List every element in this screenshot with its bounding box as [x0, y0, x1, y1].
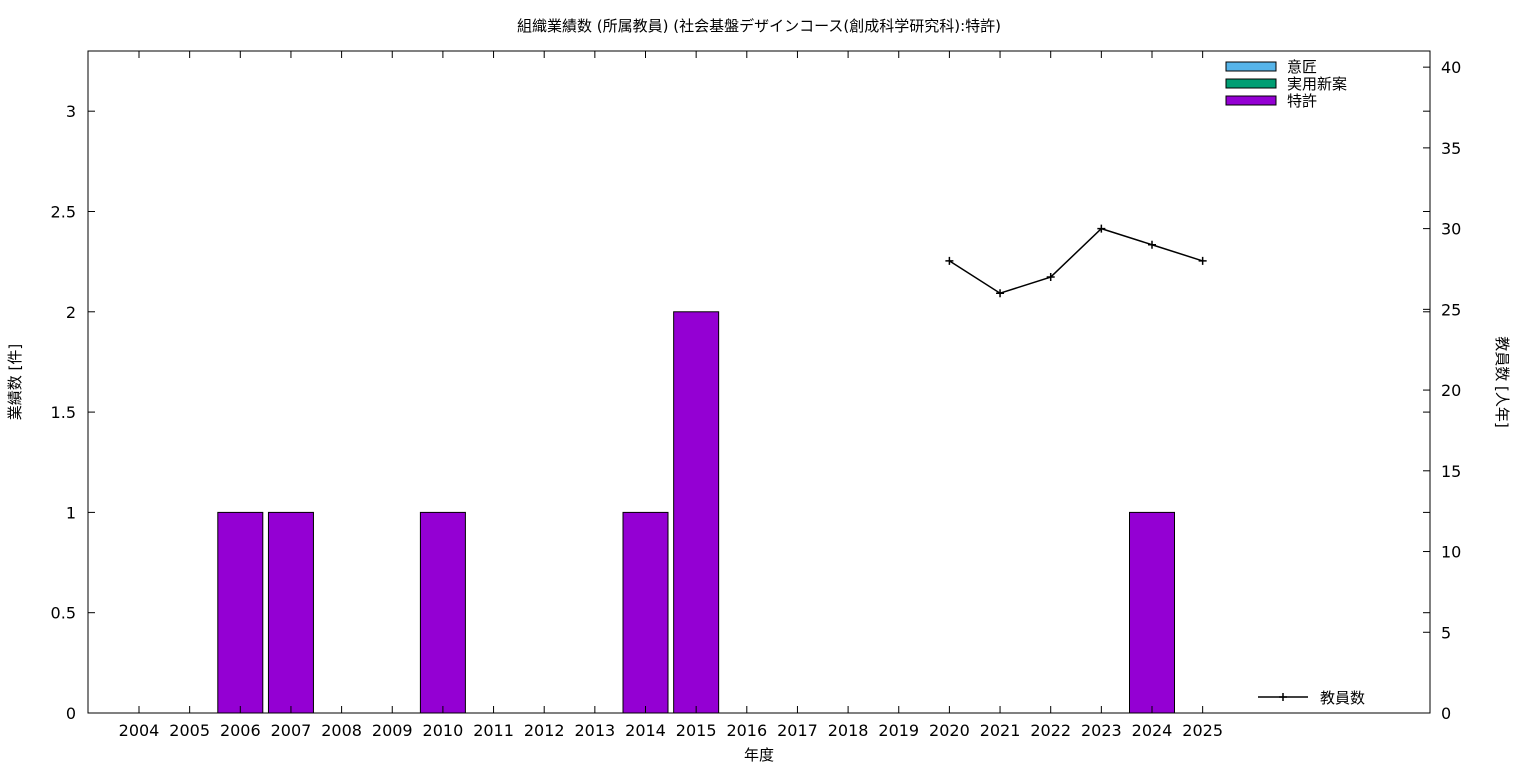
x-tick-label: 2009	[372, 721, 413, 740]
faculty-point	[1148, 240, 1156, 249]
y-tick-label: 0.5	[51, 604, 76, 623]
legend-label: 実用新案	[1287, 75, 1347, 93]
chart-title: 組織業績数 (所属教員) (社会基盤デザインコース(創成科学研究科):特許)	[517, 17, 1001, 35]
y2-tick-label: 25	[1441, 300, 1461, 319]
bar	[419, 511, 466, 714]
line-legend: 教員数	[1258, 689, 1365, 707]
x-tick-label: 2006	[220, 721, 261, 740]
x-tick-label: 2013	[574, 721, 615, 740]
x-tick-label: 2021	[980, 721, 1021, 740]
x-tick-label: 2015	[676, 721, 717, 740]
y-tick-label: 3	[66, 102, 76, 121]
bar	[217, 511, 264, 714]
bar	[1129, 511, 1175, 714]
y-tick-label: 2	[66, 303, 76, 322]
y2-axis-ticks: 0 5 10 15 20 25 30 35 40	[1423, 58, 1461, 723]
x-tick-label: 2004	[119, 721, 160, 740]
faculty-point	[1198, 256, 1207, 265]
x-tick-label: 2017	[777, 721, 818, 740]
y-tick-label: 0	[66, 704, 76, 723]
x-tick-label: 2024	[1132, 721, 1173, 740]
y2-tick-label: 30	[1441, 220, 1461, 239]
y-tick-label: 2.5	[51, 202, 76, 221]
bar	[622, 511, 669, 714]
y2-axis-title: 教員数 [人年]	[1493, 336, 1511, 427]
x-tick-label: 2022	[1030, 721, 1071, 740]
x-tick-label: 2018	[828, 721, 869, 740]
x-tick-label: 2025	[1182, 721, 1223, 740]
y2-tick-label: 40	[1441, 58, 1461, 77]
faculty-line-path	[948, 227, 1203, 295]
x-tick-label: 2008	[321, 721, 362, 740]
legend-swatch	[1225, 95, 1277, 106]
x-tick-label: 2010	[423, 721, 464, 740]
line-legend-marker	[1279, 693, 1287, 701]
bars	[217, 311, 1175, 714]
x-tick-label: 2020	[929, 721, 970, 740]
x-tick-label: 2011	[473, 721, 514, 740]
plot-area	[87, 50, 1431, 714]
y2-tick-label: 5	[1441, 623, 1451, 642]
y-axis-ticks: 0 0.5 1 1.5 2 2.5 3	[51, 102, 1430, 723]
legend-swatch	[1225, 61, 1277, 72]
x-tick-label: 2014	[625, 721, 666, 740]
y2-tick-label: 20	[1441, 381, 1461, 400]
faculty-point	[1046, 273, 1055, 282]
legend-label: 特許	[1287, 92, 1317, 110]
bar	[673, 311, 720, 714]
line-legend-label: 教員数	[1320, 689, 1365, 707]
y-tick-label: 1.5	[51, 403, 76, 422]
legend-swatch	[1225, 78, 1277, 89]
x-tick-label: 2023	[1081, 721, 1122, 740]
x-axis-title: 年度	[744, 746, 774, 764]
y2-tick-label: 10	[1441, 543, 1461, 562]
y2-tick-label: 15	[1441, 462, 1461, 481]
y2-tick-label: 0	[1441, 704, 1451, 723]
faculty-point	[945, 256, 954, 265]
x-axis-ticks: 2004 2005 2006 2007 2008 2009 2010 2011 2012 2013…	[119, 51, 1223, 740]
legend-label: 意匠	[1287, 58, 1317, 76]
faculty-point	[1097, 224, 1106, 233]
faculty-line	[945, 224, 1207, 298]
x-tick-label: 2005	[169, 721, 210, 740]
faculty-point	[996, 289, 1005, 298]
y2-tick-label: 35	[1441, 139, 1461, 158]
y-axis-title: 業績数 [件]	[6, 344, 24, 420]
x-tick-label: 2012	[524, 721, 565, 740]
x-tick-label: 2007	[271, 721, 312, 740]
y-tick-label: 1	[66, 503, 76, 522]
x-tick-label: 2019	[878, 721, 919, 740]
bar	[267, 511, 314, 714]
x-tick-label: 2016	[726, 721, 767, 740]
